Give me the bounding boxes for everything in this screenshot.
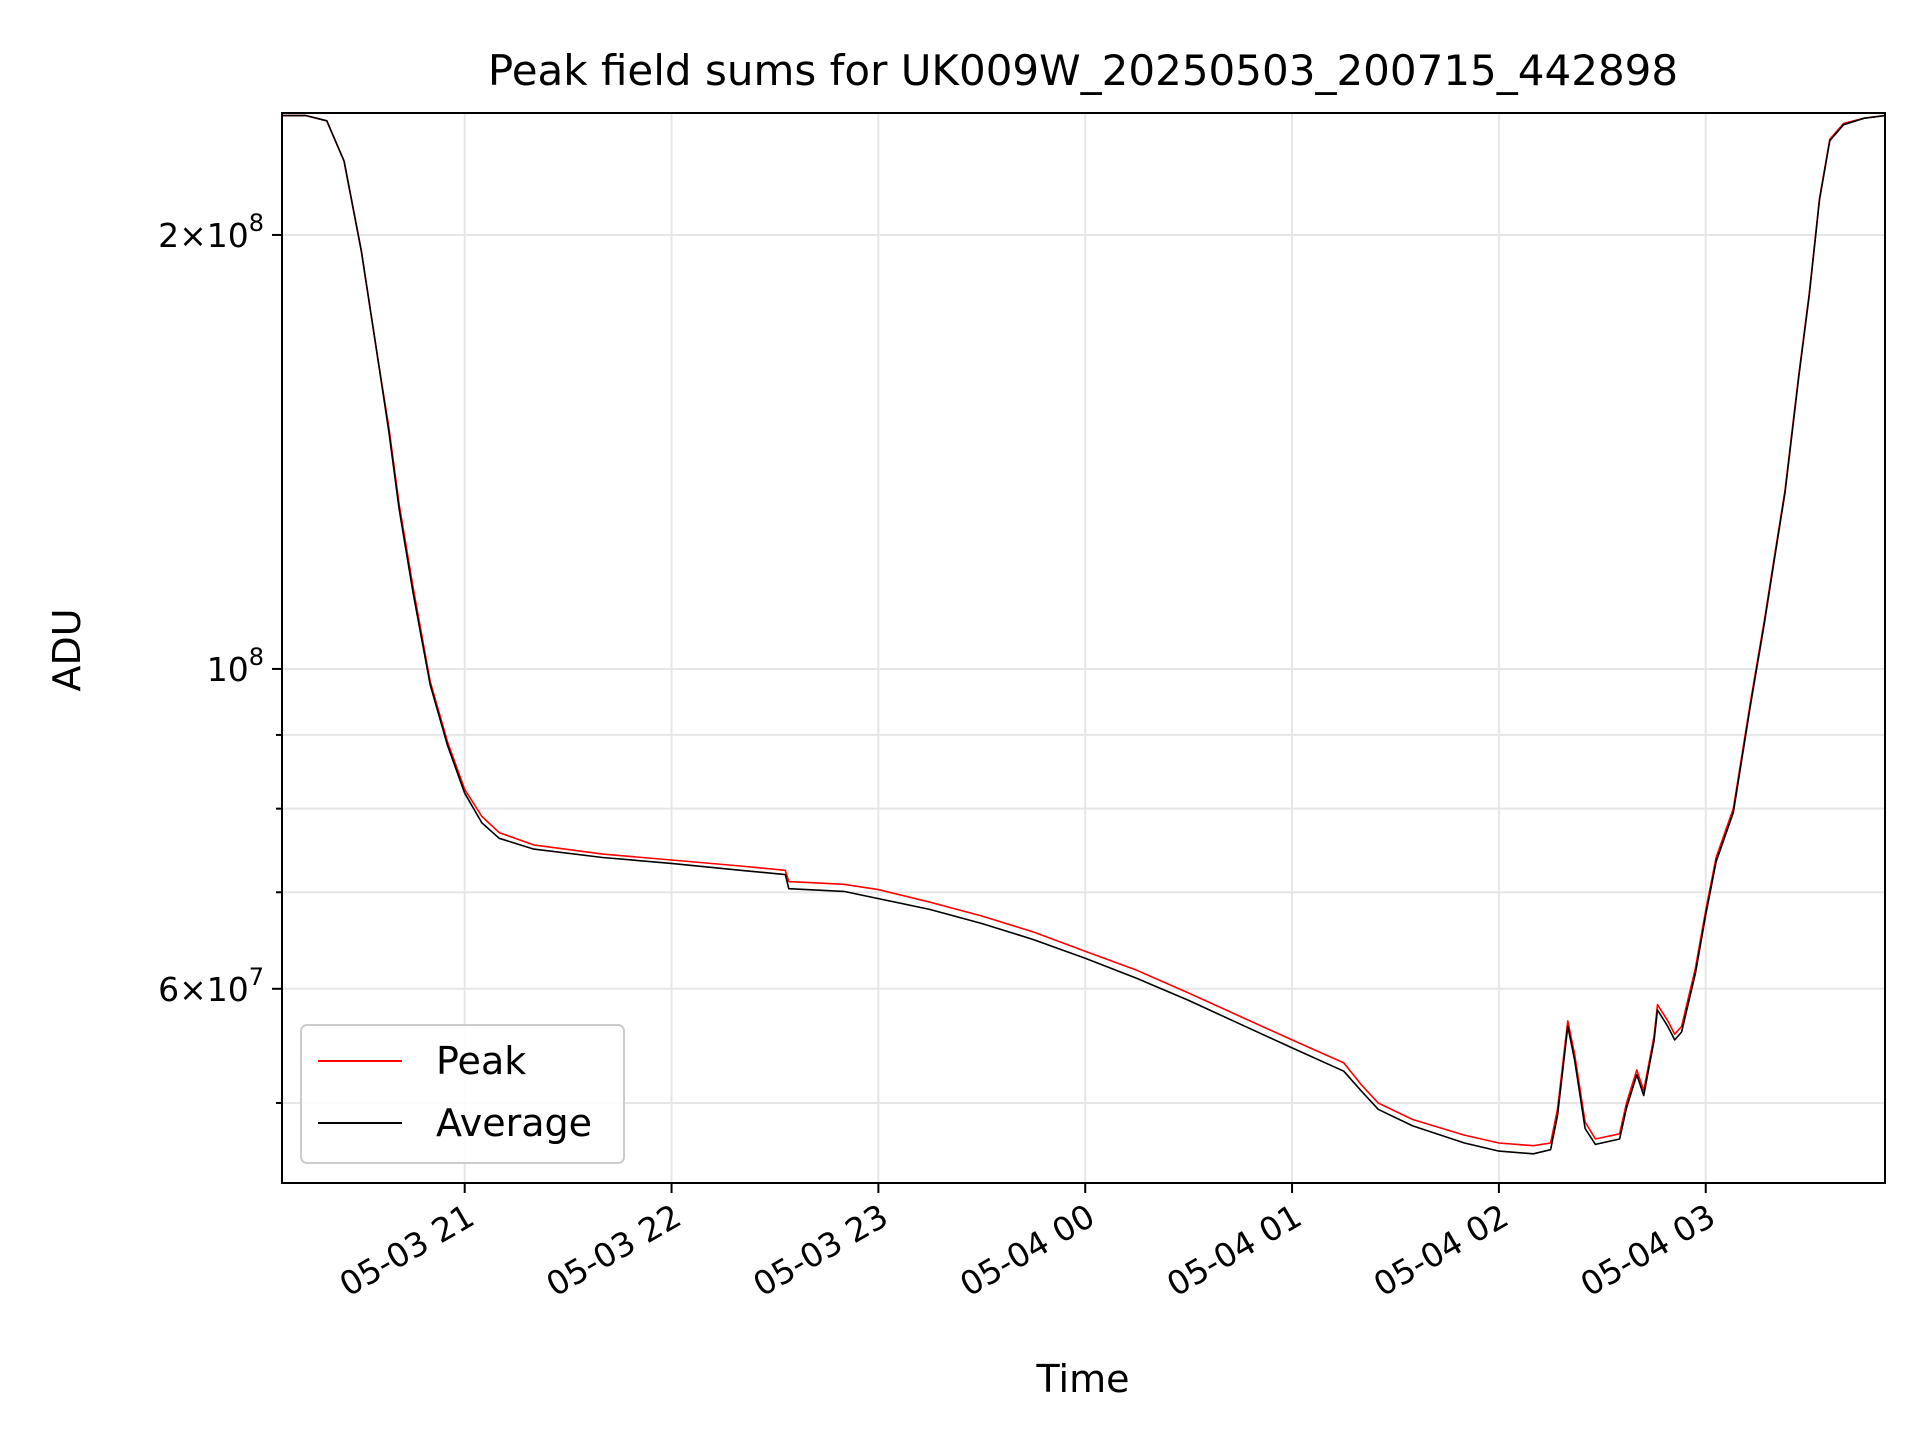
legend-box	[300, 1024, 625, 1164]
series-lines	[282, 114, 1885, 1155]
plot-frame	[281, 112, 1886, 1184]
x-axis-label: Time	[1036, 1357, 1130, 1401]
y-tick-label: 2×108	[158, 209, 264, 255]
legend: Peak Average	[300, 1024, 625, 1164]
chart-title: Peak field sums for UK009W_20250503_2007…	[488, 46, 1678, 95]
y-tick-label: 108	[207, 643, 264, 689]
legend-average-label: Average	[436, 1101, 592, 1145]
legend-peak-label: Peak	[436, 1039, 526, 1083]
y-tick-label: 6×107	[158, 963, 264, 1009]
y-axis-ticks: 2×108 108 6×107	[158, 209, 282, 1104]
series-line-average	[282, 114, 1885, 1155]
y-axis-label: ADU	[45, 608, 89, 691]
